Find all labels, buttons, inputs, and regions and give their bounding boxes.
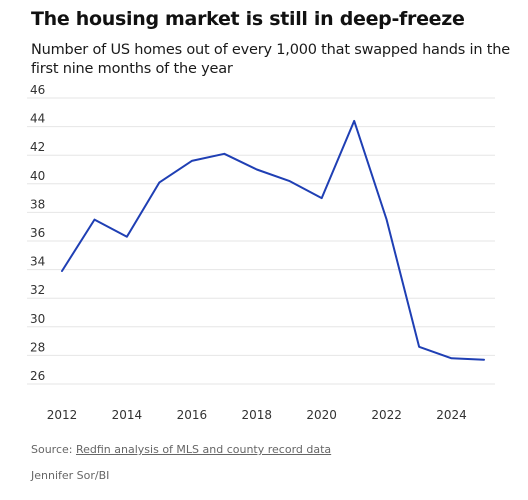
y-tick-label-44: 44	[30, 112, 45, 126]
data-point-2020	[320, 196, 324, 200]
data-point-2017	[222, 152, 226, 156]
data-point-2019	[287, 179, 291, 183]
y-tick-label-36: 36	[30, 226, 45, 240]
data-point-2021	[352, 119, 356, 123]
data-point-2018	[255, 168, 259, 172]
x-tick-label-2022: 2022	[371, 408, 402, 422]
credit-note: Jennifer Sor/BI	[31, 469, 110, 482]
source-link[interactable]: Redfin analysis of MLS and county record…	[75, 443, 332, 456]
data-point-2024	[450, 356, 454, 360]
y-tick-label-40: 40	[30, 169, 45, 183]
chart-title: The housing market is still in deep-free…	[31, 8, 465, 30]
series-layer	[60, 119, 486, 362]
data-point-2025	[482, 358, 486, 362]
data-point-2014	[125, 235, 129, 239]
x-axis-tick-labels: 2012 2014 2016 2018 2020 2022 2024	[47, 408, 467, 422]
y-tick-label-42: 42	[30, 140, 45, 154]
chart-subtitle: Number of US homes out of every 1,000 th…	[31, 42, 510, 77]
y-axis-tick-labels: 26 28 30 32 34 36 38 40 42 44 46	[30, 83, 45, 383]
series-line-0	[61, 119, 485, 361]
x-tick-label-2018: 2018	[241, 408, 272, 422]
data-point-2013	[92, 218, 96, 222]
y-tick-label-34: 34	[30, 255, 45, 269]
data-point-2015	[157, 180, 161, 184]
y-tick-label-32: 32	[30, 283, 45, 297]
y-tick-label-28: 28	[30, 340, 45, 354]
gridlines	[27, 97, 495, 385]
x-tick-label-2024: 2024	[436, 408, 467, 422]
y-tick-label-30: 30	[30, 312, 45, 326]
data-point-2022	[385, 218, 389, 222]
x-tick-label-2014: 2014	[112, 408, 143, 422]
y-tick-label-38: 38	[30, 197, 45, 211]
y-tick-label-26: 26	[30, 369, 45, 383]
y-tick-label-46: 46	[30, 83, 45, 97]
source-prefix: Source:	[31, 443, 76, 456]
x-tick-label-2020: 2020	[306, 408, 337, 422]
data-point-2012	[60, 269, 64, 273]
data-point-2016	[190, 159, 194, 163]
source-note: Source: Redfin analysis of MLS and count…	[31, 443, 331, 456]
x-tick-label-2012: 2012	[47, 408, 78, 422]
data-point-2023	[417, 345, 421, 349]
x-tick-label-2016: 2016	[177, 408, 208, 422]
